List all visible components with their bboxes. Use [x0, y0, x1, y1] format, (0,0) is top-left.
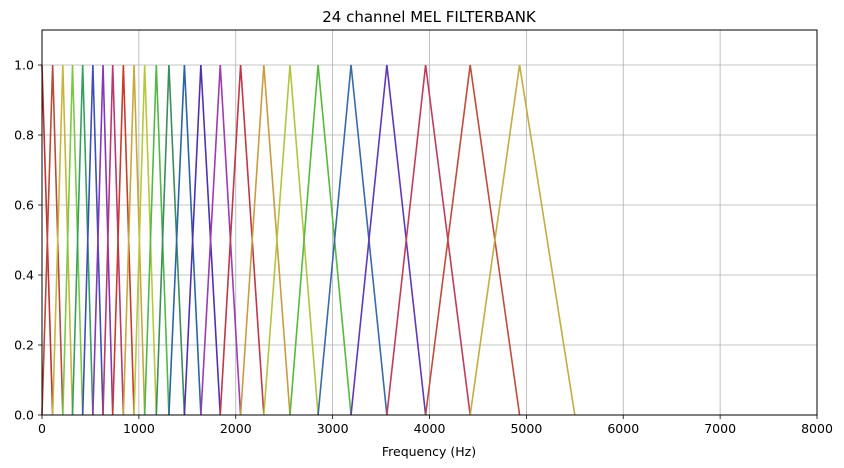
- filter-line: [386, 64, 471, 416]
- filter-line: [111, 64, 135, 416]
- filter-line: [239, 64, 291, 416]
- filter-line: [122, 64, 146, 416]
- y-tick-label: 1.0: [14, 58, 34, 73]
- plot-lines: [41, 64, 576, 416]
- filter-line: [143, 64, 170, 416]
- filter-line: [317, 64, 388, 416]
- filter-line: [168, 64, 202, 416]
- filter-line: [155, 64, 186, 416]
- x-tick-label: 4000: [414, 421, 446, 436]
- chart-title: 24 channel MEL FILTERBANK: [322, 8, 537, 26]
- y-axis: 0.0 0.2 0.4 0.6 0.8 1.0: [14, 58, 42, 423]
- x-axis: 0 1000 2000 3000 4000 5000 6000 7000 8000: [38, 415, 833, 436]
- filter-line: [424, 64, 521, 416]
- x-tick-label: 7000: [704, 421, 736, 436]
- filter-line: [71, 64, 94, 416]
- x-tick-label: 8000: [801, 421, 833, 436]
- x-tick-label: 0: [38, 421, 46, 436]
- filter-line: [219, 64, 265, 416]
- x-tick-label: 3000: [317, 421, 349, 436]
- y-tick-label: 0.6: [14, 198, 34, 213]
- filter-line: [41, 64, 64, 416]
- x-tick-label: 6000: [607, 421, 639, 436]
- filter-line: [92, 64, 114, 416]
- x-tick-label: 1000: [123, 421, 155, 436]
- filter-line: [133, 64, 158, 416]
- filter-line: [289, 64, 352, 416]
- filter-line: [183, 64, 222, 416]
- y-tick-label: 0.4: [14, 268, 34, 283]
- filter-line: [62, 64, 84, 416]
- x-axis-label: Frequency (Hz): [382, 444, 476, 459]
- y-tick-label: 0.8: [14, 128, 34, 143]
- filter-line: [51, 64, 74, 416]
- y-tick-label: 0.0: [14, 408, 34, 423]
- filter-line: [81, 64, 104, 416]
- filter-line: [102, 64, 125, 416]
- filter-line: [350, 64, 427, 416]
- filter-line: [263, 64, 319, 416]
- y-tick-label: 0.2: [14, 338, 34, 353]
- x-tick-label: 5000: [510, 421, 542, 436]
- x-tick-label: 2000: [220, 421, 252, 436]
- filter-line: [469, 64, 576, 416]
- filter-line: [200, 64, 242, 416]
